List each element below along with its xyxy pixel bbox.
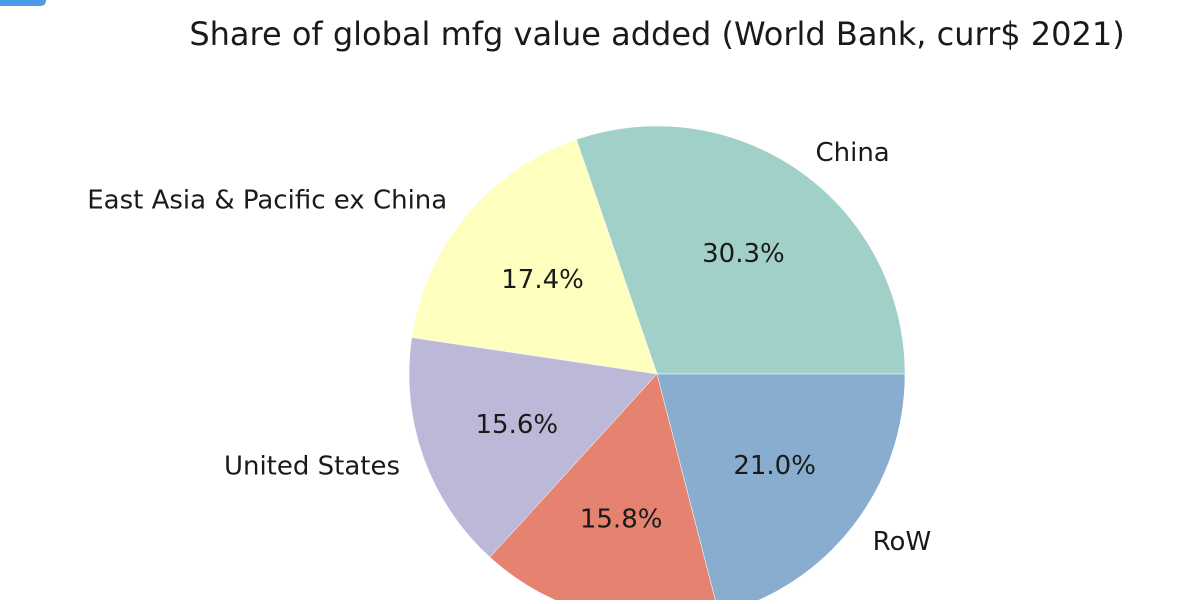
slice-category-label: United States <box>224 452 400 482</box>
slice-percent-label: 15.8% <box>580 504 663 534</box>
pie-percent-labels: 30.3% 17.4% 15.6% 15.8% 21.0% <box>476 239 816 535</box>
corner-badge <box>0 0 46 6</box>
pie-category-labels: China East Asia & Pacific ex China United … <box>87 138 931 557</box>
pie-slice <box>408 337 658 558</box>
slice-category-label: East Asia & Pacific ex China <box>87 186 447 216</box>
slice-percent-label: 15.6% <box>476 410 559 440</box>
pie-slice <box>489 373 717 604</box>
pie-slices <box>408 125 906 604</box>
slice-percent-label: 21.0% <box>733 451 816 481</box>
pie-slice <box>576 125 906 375</box>
slice-percent-label: 17.4% <box>501 265 584 295</box>
pie-slice <box>411 139 658 375</box>
slice-percent-label: 30.3% <box>702 239 785 269</box>
chart-title: Share of global mfg value added (World B… <box>189 15 1124 53</box>
slice-category-label: China <box>815 138 889 168</box>
slice-category-label: RoW <box>873 527 932 557</box>
